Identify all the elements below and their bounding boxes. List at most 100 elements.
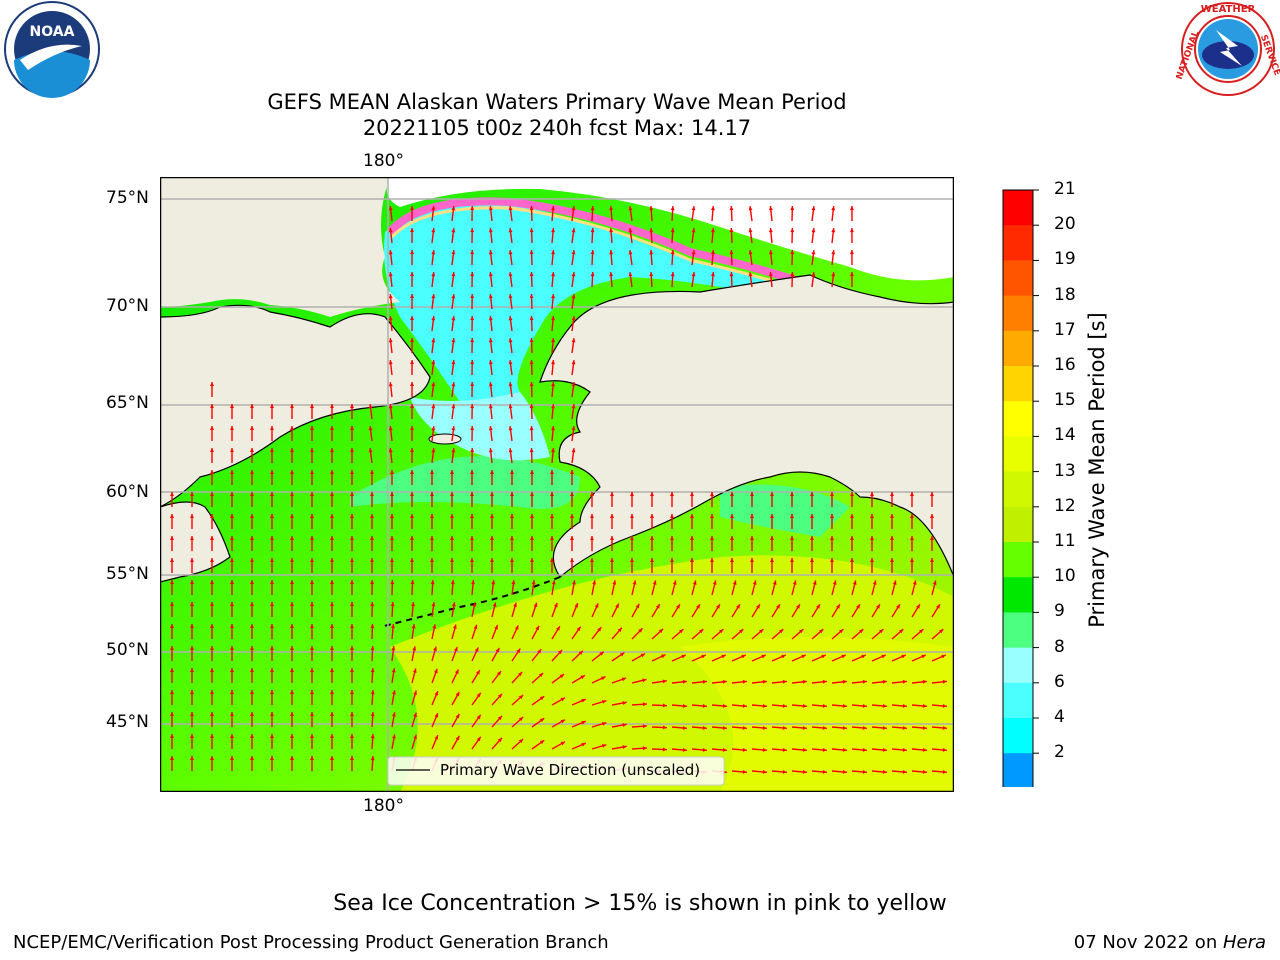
wave-arrow-head <box>431 272 436 277</box>
wave-arrow-head <box>862 770 867 774</box>
wave-arrow-head <box>410 250 415 255</box>
wave-arrow-head <box>230 624 234 629</box>
wave-arrow-head <box>368 404 373 409</box>
wave-arrow-head <box>782 726 787 730</box>
wave-arrow-head <box>210 514 214 519</box>
wave-arrow-head <box>842 679 847 684</box>
wave-arrow-head <box>850 492 854 497</box>
colorbar-segment <box>1003 542 1033 578</box>
wave-arrow-head <box>510 536 514 541</box>
wave-arrow-head <box>290 426 294 431</box>
svg-text:WEATHER: WEATHER <box>1201 4 1256 15</box>
wave-arrow-head <box>722 679 727 684</box>
wave-arrow-head <box>635 603 640 609</box>
wave-arrow-head <box>310 602 314 607</box>
footer-branch: NCEP/EMC/Verification Post Processing Pr… <box>13 932 609 953</box>
wave-arrow-head <box>691 250 696 255</box>
wave-arrow-head <box>290 580 294 585</box>
wave-arrow-head <box>476 736 481 742</box>
wave-arrow-head <box>270 690 274 695</box>
wave-arrow-head <box>571 448 576 453</box>
wave-arrow-head <box>570 558 574 563</box>
wave-arrow-head <box>250 734 254 739</box>
wave-arrow-head <box>470 294 475 299</box>
wave-arrow-head <box>210 558 214 563</box>
colorbar-tick-label: 6 <box>1054 671 1065 692</box>
wave-arrow-head <box>711 206 715 211</box>
wave-arrow-head <box>690 514 694 519</box>
wave-arrow-head <box>330 668 334 673</box>
wave-arrow-head <box>752 580 757 585</box>
wave-arrow-head <box>210 734 214 739</box>
wave-arrow-head <box>433 646 437 652</box>
wave-arrow-head <box>870 558 874 563</box>
wave-arrow-head <box>790 514 794 519</box>
wave-arrow-head <box>388 448 393 453</box>
wave-arrow-head <box>571 206 576 211</box>
wave-arrow-head <box>902 748 907 752</box>
wave-arrow-head <box>938 629 944 634</box>
wave-arrow-head <box>550 470 554 475</box>
wave-arrow-head <box>270 536 274 541</box>
wave-arrow-head <box>476 714 481 720</box>
wave-arrow-head <box>876 604 880 609</box>
wave-arrow-head <box>210 580 214 585</box>
wave-arrow-head <box>551 404 555 409</box>
wave-arrow-head <box>630 492 634 497</box>
wave-arrow-head <box>729 228 734 233</box>
wave-arrow-head <box>350 712 354 717</box>
wave-arrow-head <box>470 426 475 431</box>
wave-arrow-head <box>670 228 675 233</box>
wave-arrow-head <box>816 604 820 609</box>
wave-arrow-head <box>881 654 886 659</box>
wave-arrow-head <box>290 558 294 563</box>
wave-arrow-head <box>270 602 274 607</box>
wave-arrow-head <box>539 696 545 701</box>
wave-arrow-head <box>431 404 436 409</box>
wave-arrow-head <box>870 514 874 519</box>
wave-arrow-head <box>190 536 194 541</box>
wave-arrow-head <box>451 404 456 409</box>
sea-ice-edge <box>386 197 862 306</box>
wave-arrow-head <box>270 756 274 761</box>
wave-arrow-head <box>676 604 680 609</box>
wave-arrow-head <box>170 712 174 717</box>
wave-arrow-head <box>529 316 534 321</box>
wave-arrow-head <box>490 492 494 497</box>
wave-arrow-head <box>571 404 576 409</box>
wave-arrow-head <box>628 250 633 255</box>
wave-arrow-head <box>451 272 456 277</box>
wave-arrow-head <box>710 558 714 563</box>
lat-label-60: 60°N <box>106 482 149 502</box>
wave-arrow-head <box>497 737 502 743</box>
wave-arrow-head <box>310 712 314 717</box>
wave-arrow-head <box>932 580 937 585</box>
wave-arrow-head <box>434 713 439 718</box>
colorbar-segment <box>1003 225 1033 261</box>
wave-arrow-head <box>822 748 827 752</box>
wave-arrow-head <box>510 558 514 563</box>
wave-arrow-head <box>872 580 877 585</box>
wave-arrow-head <box>508 250 513 255</box>
wave-arrow-head <box>270 624 274 629</box>
land-siberia-north <box>160 177 400 317</box>
wave-arrow-head <box>290 624 294 629</box>
wave-arrow-head <box>508 294 513 299</box>
wave-arrow-head <box>539 718 545 723</box>
wave-arrow-head <box>662 725 667 730</box>
wave-arrow-head <box>810 492 814 497</box>
wave-arrow-head <box>642 702 647 707</box>
wave-arrow-head <box>430 514 434 519</box>
wave-arrow-head <box>508 316 513 321</box>
colorbar-frame <box>1002 189 1034 787</box>
wave-arrow-head <box>410 580 415 585</box>
wave-arrow-head <box>250 426 254 431</box>
wave-arrow-head <box>750 536 754 541</box>
wave-arrow-head <box>571 316 576 321</box>
wave-arrow-head <box>190 602 194 607</box>
colorbar-tick-label: 12 <box>1054 495 1076 516</box>
wave-arrow-head <box>470 470 474 475</box>
wave-arrow-head <box>730 536 734 541</box>
wave-arrow-head <box>388 360 393 365</box>
wave-arrow-head <box>190 514 194 519</box>
